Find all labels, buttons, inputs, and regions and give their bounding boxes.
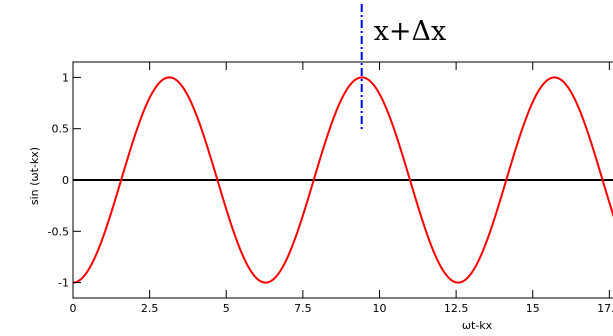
x-tick-label: 12.5 xyxy=(444,302,469,315)
y-tick-label: 0.5 xyxy=(52,123,70,136)
x-axis-label: ωt-kx xyxy=(462,319,493,332)
x-tick-label: 10 xyxy=(372,302,386,315)
chart-marks xyxy=(72,4,613,284)
chart-ticks: 0 2.5 5 7.5 10 12.5 15 17.5 -1 -0.5 0 0.5 1 xyxy=(48,62,613,315)
wave-series-line xyxy=(72,76,613,284)
x-tick-label: 2.5 xyxy=(141,302,159,315)
marker-annotation: x+Δx xyxy=(374,16,447,47)
y-tick-label: 1 xyxy=(62,71,69,84)
x-tick-label: 17.5 xyxy=(597,302,613,315)
x-tick-label: 7.5 xyxy=(294,302,312,315)
y-tick-label: -1 xyxy=(58,277,69,290)
x-tick-label: 15 xyxy=(526,302,540,315)
y-tick-label: 0 xyxy=(62,174,69,187)
x-tick-label: 5 xyxy=(223,302,230,315)
y-axis-label: sin (ωt-kx) xyxy=(28,147,41,205)
y-tick-label: -0.5 xyxy=(48,225,69,238)
x-tick-label: 0 xyxy=(70,302,77,315)
